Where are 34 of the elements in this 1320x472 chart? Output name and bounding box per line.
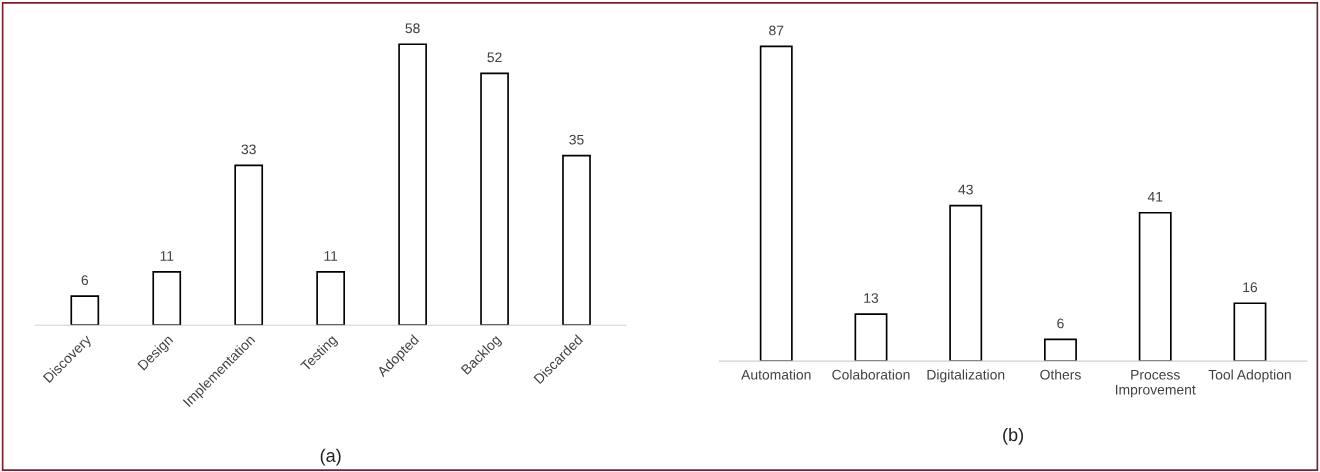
bar (1138, 211, 1172, 362)
x-axis-title: (b) (1003, 427, 1024, 445)
bar (949, 204, 983, 362)
bar (759, 45, 793, 362)
data-label: 87 (769, 25, 784, 36)
bar (152, 271, 182, 326)
data-label: 58 (405, 23, 420, 34)
x-tick-label: Process Improvement (1115, 369, 1196, 398)
bar (562, 154, 591, 326)
bar (1044, 338, 1077, 362)
bar (234, 164, 264, 326)
data-label: 13 (864, 293, 879, 303)
bar (316, 271, 346, 326)
data-label: 35 (569, 134, 584, 145)
bar (1233, 302, 1267, 362)
bar (480, 72, 509, 326)
x-tick-label: Tool Adoption (1208, 369, 1291, 383)
x-tick-label: Others (1040, 369, 1081, 380)
data-label: 41 (1147, 192, 1163, 202)
data-label: 52 (487, 52, 502, 63)
x-tick-label: Digitalization (927, 369, 1005, 383)
x-tick-label: Colaboration (832, 369, 910, 380)
x-axis-title: (a) (320, 448, 341, 466)
data-label: 11 (160, 251, 174, 261)
data-label: 43 (958, 184, 973, 195)
bar (854, 313, 888, 362)
data-label: 33 (241, 144, 256, 155)
data-label: 11 (324, 251, 338, 261)
x-tick-label: Automation (741, 369, 811, 380)
bar (70, 295, 100, 326)
data-label: 6 (81, 275, 89, 286)
data-label: 6 (1057, 318, 1064, 329)
bar (398, 43, 427, 326)
data-label: 16 (1243, 282, 1258, 293)
